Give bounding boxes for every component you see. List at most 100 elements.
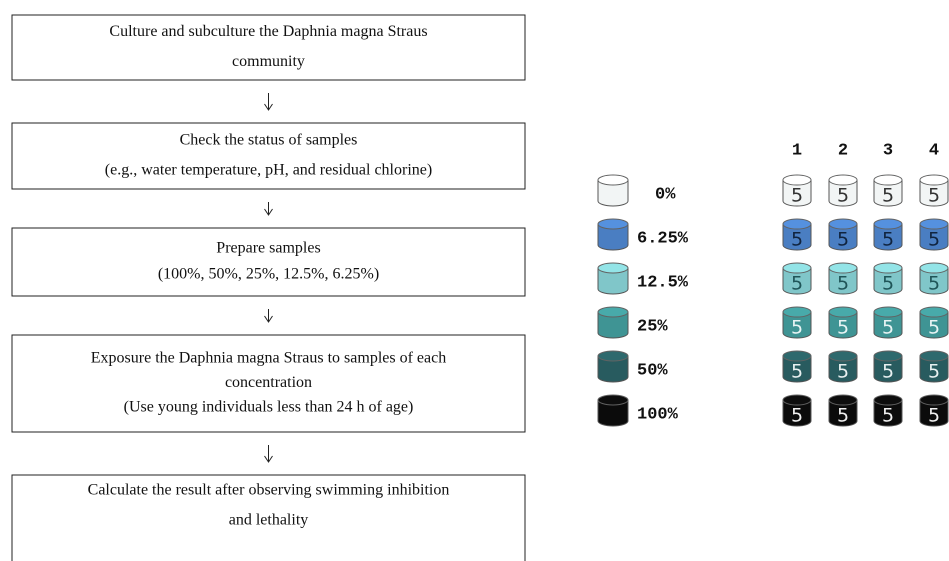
cylinder-body <box>828 356 858 383</box>
organism-count: 5 <box>791 361 803 383</box>
cylinder-body <box>782 268 812 295</box>
cylinder-body <box>828 312 858 339</box>
organism-count: 5 <box>882 361 894 383</box>
concentration-label: 50% <box>637 361 668 380</box>
organism-count: 5 <box>837 405 849 427</box>
cylinder-top <box>597 350 629 362</box>
cylinder <box>873 174 903 207</box>
step-text: Exposure the Daphnia magna Straus to sam… <box>91 350 446 367</box>
step-text: Calculate the result after observing swi… <box>88 482 450 499</box>
cylinder-body <box>873 224 903 251</box>
arrow-head <box>264 103 273 111</box>
organism-count: 5 <box>882 405 894 427</box>
cylinder <box>782 394 812 427</box>
cylinder-top <box>597 394 629 406</box>
cylinder <box>919 394 949 427</box>
cylinder <box>597 394 629 427</box>
cylinder-top <box>828 350 858 362</box>
cylinder-top <box>873 174 903 186</box>
cylinder <box>873 262 903 295</box>
cylinder-body <box>873 180 903 207</box>
cylinder-body <box>597 268 629 295</box>
column-header: 3 <box>883 141 893 160</box>
step-box <box>11 227 526 297</box>
cylinder <box>919 350 949 383</box>
cylinder <box>597 350 629 383</box>
cylinder-top <box>873 306 903 318</box>
organism-count: 5 <box>928 185 940 207</box>
organism-count: 5 <box>882 185 894 207</box>
cylinder-body <box>919 400 949 427</box>
cylinder <box>828 394 858 427</box>
cylinder <box>919 174 949 207</box>
cylinder-body <box>782 180 812 207</box>
organism-count: 5 <box>837 317 849 339</box>
cylinder-body <box>873 268 903 295</box>
cylinder-body <box>828 224 858 251</box>
concentration-label: 12.5% <box>637 273 689 292</box>
cylinder-top <box>782 350 812 362</box>
arrow-head <box>264 315 273 323</box>
cylinder-body <box>782 312 812 339</box>
step-text: (Use young individuals less than 24 h of… <box>124 399 414 416</box>
organism-count: 5 <box>791 273 803 295</box>
cylinder-top <box>919 218 949 230</box>
step-text: (100%, 50%, 25%, 12.5%, 6.25%) <box>158 266 379 283</box>
organism-count: 5 <box>791 185 803 207</box>
cylinder-top <box>782 218 812 230</box>
cylinder-top <box>919 306 949 318</box>
organism-count: 5 <box>882 229 894 251</box>
column-header: 4 <box>929 141 939 160</box>
cylinder-top <box>873 218 903 230</box>
cylinder-body <box>782 400 812 427</box>
organism-count: 5 <box>791 317 803 339</box>
cylinder <box>873 394 903 427</box>
organism-count: 5 <box>882 317 894 339</box>
cylinder-body <box>828 180 858 207</box>
organism-count: 5 <box>928 405 940 427</box>
cylinder-body <box>919 268 949 295</box>
cylinder-body <box>597 180 629 207</box>
step-box <box>11 122 526 190</box>
concentration-label: 25% <box>637 317 668 336</box>
cylinder-top <box>782 262 812 274</box>
cylinder <box>828 306 858 339</box>
cylinder-top <box>919 394 949 406</box>
cylinder-body <box>873 312 903 339</box>
cylinder <box>597 306 629 339</box>
cylinder-body <box>597 400 629 427</box>
cylinder <box>873 218 903 251</box>
cylinder-body <box>919 356 949 383</box>
organism-count: 5 <box>837 185 849 207</box>
step-text: Culture and subculture the Daphnia magna… <box>109 23 427 40</box>
organism-count: 5 <box>791 229 803 251</box>
cylinder-top <box>873 394 903 406</box>
organism-count: 5 <box>791 405 803 427</box>
cylinder-top <box>782 394 812 406</box>
cylinder-top <box>828 306 858 318</box>
cylinder <box>782 218 812 251</box>
cylinder-body <box>919 312 949 339</box>
cylinder <box>919 262 949 295</box>
cylinder <box>782 350 812 383</box>
step-text: community <box>232 53 305 70</box>
cylinder-body <box>782 356 812 383</box>
cylinder-top <box>782 306 812 318</box>
organism-count: 5 <box>928 317 940 339</box>
organism-count: 5 <box>837 229 849 251</box>
cylinder-body <box>597 312 629 339</box>
cylinder-body <box>597 224 629 251</box>
cylinder-body <box>597 356 629 383</box>
step-text: (e.g., water temperature, pH, and residu… <box>105 162 432 179</box>
cylinder <box>828 174 858 207</box>
organism-count: 5 <box>928 229 940 251</box>
cylinder <box>782 174 812 207</box>
step-text: Prepare samples <box>216 240 320 257</box>
cylinder-top <box>828 262 858 274</box>
arrow-head <box>264 208 273 216</box>
cylinder-body <box>873 400 903 427</box>
cylinder-top <box>597 218 629 230</box>
flowchart: Culture and subculture the Daphnia magna… <box>11 14 526 561</box>
